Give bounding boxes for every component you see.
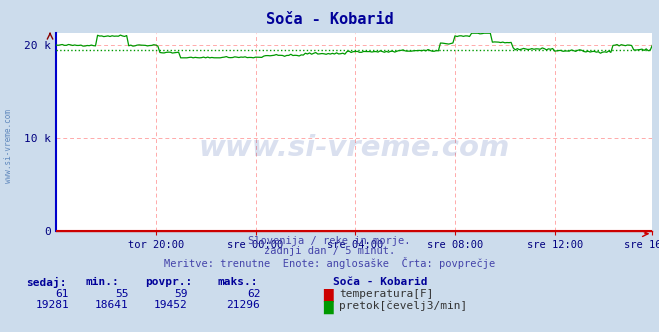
Text: www.si-vreme.com: www.si-vreme.com: [198, 134, 510, 162]
Text: 62: 62: [247, 289, 260, 299]
Text: sedaj:: sedaj:: [26, 277, 67, 288]
Text: Soča - Kobarid: Soča - Kobarid: [333, 277, 427, 287]
Text: █: █: [323, 300, 333, 314]
Text: 61: 61: [56, 289, 69, 299]
Text: 21296: 21296: [227, 300, 260, 310]
Text: zadnji dan / 5 minut.: zadnji dan / 5 minut.: [264, 246, 395, 256]
Text: 59: 59: [175, 289, 188, 299]
Text: pretok[čevelj3/min]: pretok[čevelj3/min]: [339, 300, 468, 311]
Text: temperatura[F]: temperatura[F]: [339, 289, 434, 299]
Text: min.:: min.:: [86, 277, 119, 287]
Text: Soča - Kobarid: Soča - Kobarid: [266, 12, 393, 27]
Text: 19452: 19452: [154, 300, 188, 310]
Text: www.si-vreme.com: www.si-vreme.com: [4, 109, 13, 183]
Text: 55: 55: [115, 289, 129, 299]
Text: maks.:: maks.:: [217, 277, 258, 287]
Text: Slovenija / reke in morje.: Slovenija / reke in morje.: [248, 236, 411, 246]
Text: Meritve: trenutne  Enote: anglosaške  Črta: povprečje: Meritve: trenutne Enote: anglosaške Črta…: [164, 257, 495, 269]
Text: 19281: 19281: [36, 300, 69, 310]
Text: 18641: 18641: [95, 300, 129, 310]
Text: povpr.:: povpr.:: [145, 277, 192, 287]
Text: █: █: [323, 289, 333, 302]
